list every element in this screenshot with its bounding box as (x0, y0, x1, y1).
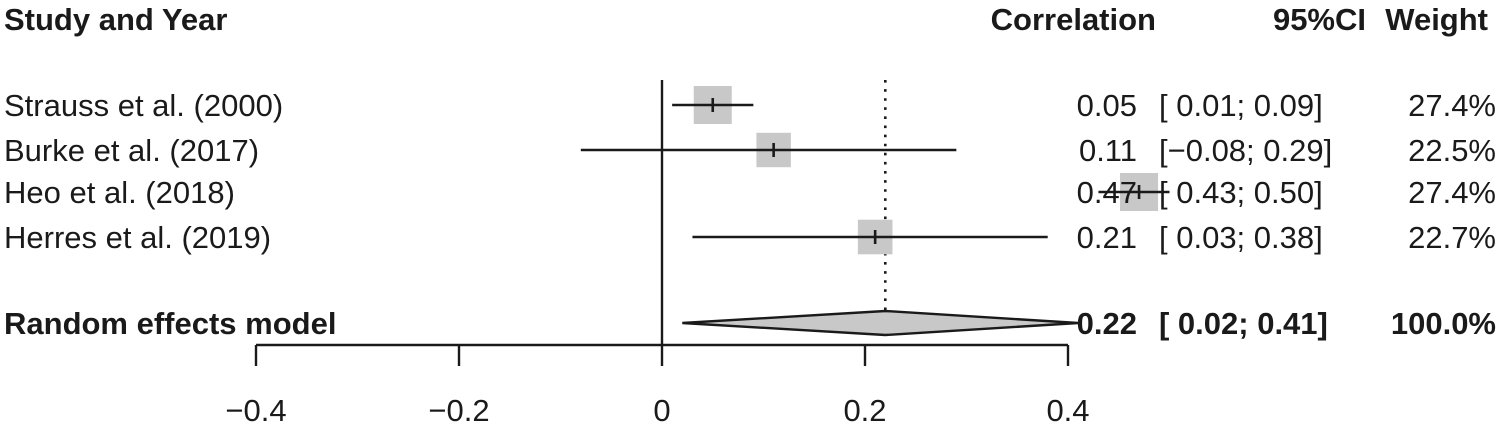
x-axis: −0.4 −0.2 0 0.2 0.4 (225, 343, 1090, 428)
axis-tick-label: 0 (653, 393, 670, 428)
ci-value: [ 0.03; 0.38] (1159, 220, 1323, 255)
summary-ci: [ 0.02; 0.41] (1159, 306, 1328, 341)
summary-label: Random effects model (4, 306, 336, 341)
study-row: Burke et al. (2017) 0.11 [−0.08; 0.29] 22.5… (4, 132, 1496, 168)
ci-value: [ 0.01; 0.09] (1159, 88, 1323, 123)
ci-value: [ 0.43; 0.50] (1159, 175, 1323, 210)
correlation-value: 0.47 (1077, 175, 1137, 210)
weight-value: 27.4% (1408, 88, 1496, 123)
study-row: Herres et al. (2019) 0.21 [ 0.03; 0.38] 22.… (4, 219, 1496, 255)
axis-tick-label: 0.4 (1046, 393, 1089, 428)
header-correlation: Correlation (991, 2, 1156, 37)
axis-tick-label: −0.4 (225, 393, 286, 428)
study-label: Burke et al. (2017) (4, 133, 259, 168)
weight-value: 22.7% (1408, 220, 1496, 255)
study-row: Heo et al. (2018) 0.47 [ 0.43; 0.50] 27.4% (4, 173, 1496, 211)
correlation-value: 0.21 (1077, 220, 1137, 255)
correlation-value: 0.11 (1079, 133, 1137, 168)
header-row: Study and Year Correlation 95%CI Weight (4, 2, 1488, 37)
correlation-value: 0.05 (1077, 88, 1137, 123)
weight-value: 22.5% (1408, 133, 1496, 168)
study-rows: Strauss et al. (2000) 0.05 [ 0.01; 0.09] 27… (4, 86, 1496, 255)
axis-tick-label: 0.2 (843, 393, 886, 428)
weight-value: 27.4% (1408, 175, 1496, 210)
study-label: Herres et al. (2019) (4, 220, 271, 255)
summary-diamond (682, 309, 1079, 337)
summary-weight: 100.0% (1391, 306, 1496, 341)
study-label: Heo et al. (2018) (4, 175, 235, 210)
study-label: Strauss et al. (2000) (4, 88, 283, 123)
header-weight: Weight (1385, 2, 1488, 37)
ci-value: [−0.08; 0.29] (1159, 133, 1332, 168)
header-study: Study and Year (4, 2, 227, 37)
summary-correlation: 0.22 (1077, 306, 1137, 341)
study-row: Strauss et al. (2000) 0.05 [ 0.01; 0.09] 27… (4, 86, 1496, 124)
header-ci: 95%CI (1273, 2, 1366, 37)
axis-tick-label: −0.2 (428, 393, 489, 428)
summary-row: Random effects model 0.22 [ 0.02; 0.41] 100… (4, 306, 1496, 341)
